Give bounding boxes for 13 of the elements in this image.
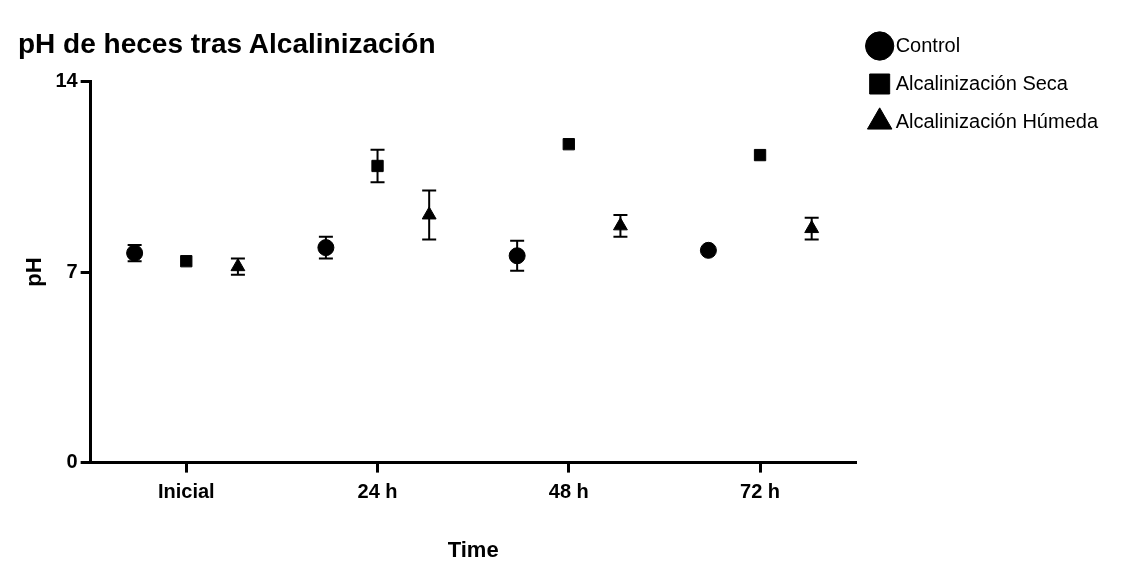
y-axis-title: pH	[21, 257, 47, 287]
legend-label: Alcalinización Húmeda	[895, 109, 1099, 132]
x-tick-label: 72 h	[740, 480, 781, 503]
y-tick-label: 7	[66, 259, 78, 282]
x-tick-label: 48 h	[548, 480, 589, 503]
chart-title: pH de heces tras Alcalinización	[18, 27, 436, 59]
legend-label: Control	[895, 33, 961, 56]
y-tick-label: 0	[66, 450, 78, 473]
legend-label: Alcalinización Seca	[895, 71, 1069, 94]
x-tick-label: Inicial	[157, 480, 215, 503]
x-tick-label: 24 h	[357, 480, 398, 503]
x-axis-title: Time	[447, 536, 499, 562]
y-tick-label: 14	[55, 69, 79, 92]
